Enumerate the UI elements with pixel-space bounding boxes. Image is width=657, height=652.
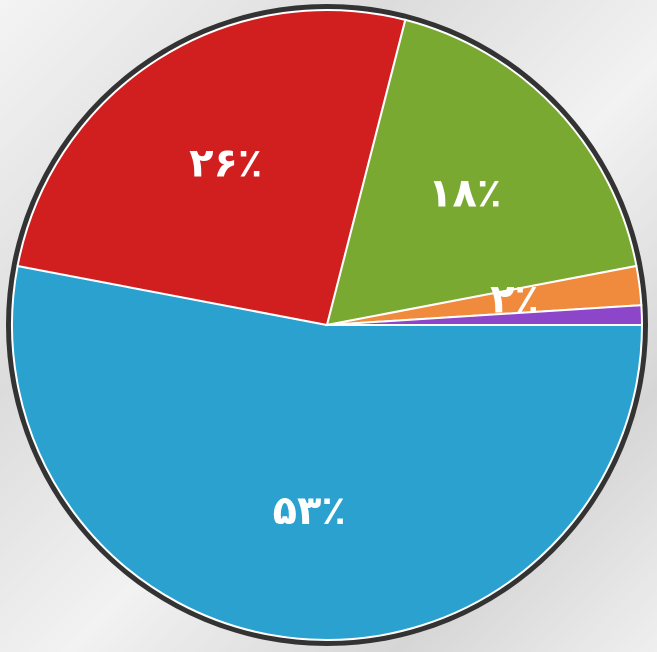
slice-label: ۲٪ — [490, 276, 539, 322]
pie-slice — [11, 264, 644, 641]
pie-slice — [16, 9, 407, 327]
slice-label: ۵۳٪ — [273, 488, 346, 534]
slice-label: ۲۶٪ — [189, 140, 262, 186]
pie-slice — [325, 18, 638, 327]
pie-slice — [326, 304, 644, 326]
slice-label: ۱۸٪ — [428, 171, 501, 217]
